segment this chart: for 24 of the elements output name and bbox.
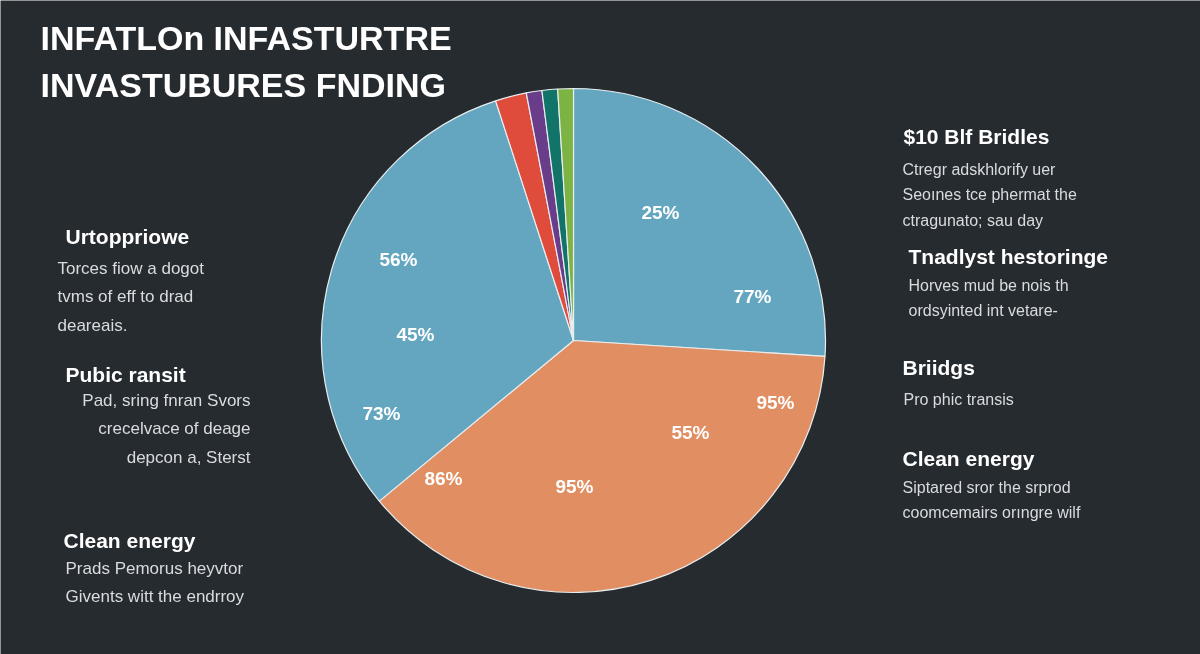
text: 86%: [424, 468, 463, 489]
text: Torces fiow a dogot tvms of eff to drad deareais.: [57, 258, 205, 335]
text: Ctregr adskhlorify uer Seoınes tce phermat the ctragunato; sau day: [902, 160, 1077, 229]
text: Pad, sring fnran Svors crecelvace of deage depcon a, Sterst: [82, 390, 251, 467]
text: $10 Blf Bridles: [903, 124, 1050, 148]
text: 25%: [641, 202, 680, 223]
text: 45%: [396, 324, 435, 345]
text: Pubic ransit: [65, 362, 186, 386]
text: Clean energy: [902, 446, 1035, 470]
chart-title: INFATLOn INFASTURTRE INVASTUBURES FNDING: [40, 18, 452, 104]
text: Urtoppriowe: [65, 224, 190, 248]
text: Horves mud be nois th ordsyinted int vetare-: [908, 276, 1069, 319]
text: 77%: [733, 286, 772, 307]
text: 95%: [555, 476, 594, 497]
text: Pro phic transis: [903, 390, 1014, 408]
text: Clean energy: [63, 528, 196, 552]
text: Siptared sror the srprod coomcemairs orıngre wilf: [902, 478, 1081, 521]
text: Briidgs: [902, 355, 975, 379]
text: 55%: [671, 422, 710, 443]
text: 56%: [379, 249, 418, 270]
text: 95%: [756, 392, 795, 413]
text: 73%: [362, 403, 401, 424]
text: Tnadlyst hestoringe: [908, 244, 1109, 268]
text: Prads Pemorus heyvtor Givents witt the endrroy: [65, 558, 245, 606]
